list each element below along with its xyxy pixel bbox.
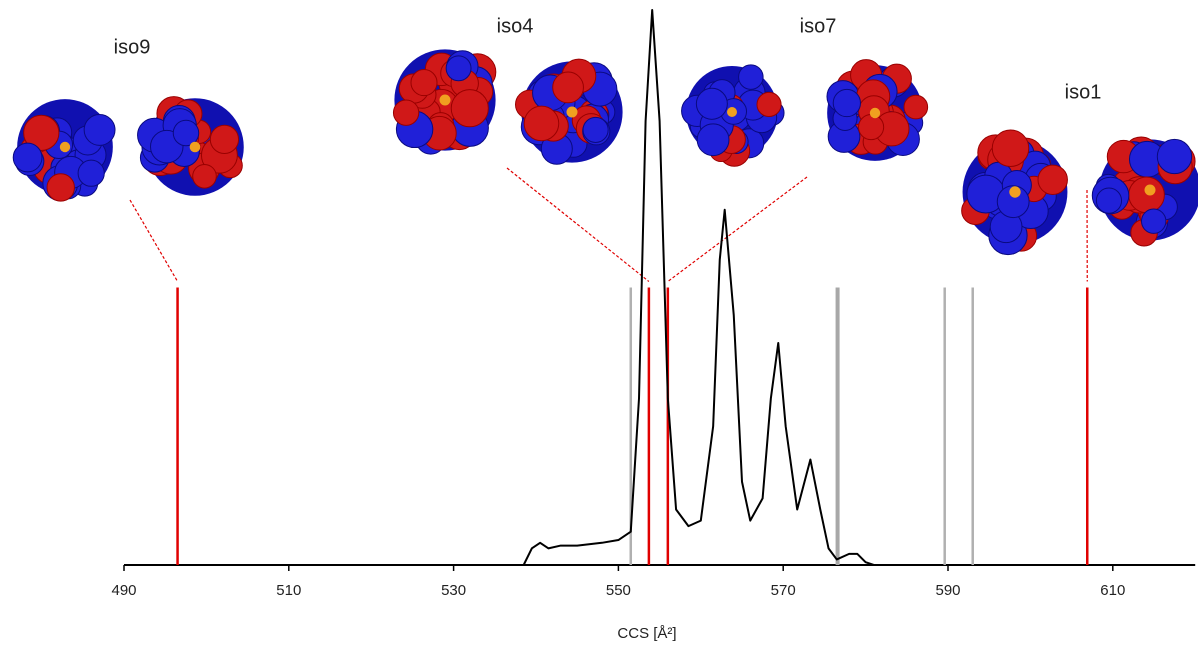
molecule-atom xyxy=(83,113,116,146)
molecule-atom xyxy=(903,94,929,120)
molecule-image xyxy=(826,59,929,161)
molecule-atom xyxy=(77,159,105,187)
x-tick-label: 510 xyxy=(276,582,301,599)
x-tick-label: 590 xyxy=(935,582,960,599)
molecule-core xyxy=(59,141,71,153)
annotation-label: iso4 xyxy=(497,15,534,37)
annotation-label: iso9 xyxy=(114,36,151,58)
connector xyxy=(667,176,808,282)
molecule-atom xyxy=(696,123,730,157)
connector xyxy=(506,167,650,282)
molecule-atom xyxy=(209,124,240,154)
x-axis-label: CCS [Å²] xyxy=(617,625,676,642)
molecule-image xyxy=(1091,136,1198,247)
molecule-core xyxy=(439,94,451,106)
annotation-label: iso1 xyxy=(1065,81,1102,103)
molecule-atom xyxy=(996,185,1030,219)
molecule-image xyxy=(961,129,1068,256)
molecule-core xyxy=(869,107,881,119)
molecule-atom xyxy=(1128,176,1165,214)
molecule-core xyxy=(1144,184,1156,196)
annotation-label: iso7 xyxy=(800,15,837,37)
molecule-atom xyxy=(392,99,420,126)
x-tick-label: 530 xyxy=(441,582,466,599)
molecule-atom xyxy=(23,114,60,151)
molecule-atom xyxy=(1095,187,1123,214)
molecule-atom xyxy=(991,129,1030,167)
molecule-atom xyxy=(410,69,438,97)
spectrum-line xyxy=(522,9,875,566)
molecule-atom xyxy=(12,142,43,173)
molecule-atom xyxy=(552,71,584,104)
x-tick-label: 570 xyxy=(771,582,796,599)
molecule-atom xyxy=(445,55,472,82)
molecule-atom xyxy=(756,91,782,118)
molecule-core xyxy=(189,141,201,153)
x-tick-label: 490 xyxy=(111,582,136,599)
molecule-atom xyxy=(172,119,200,147)
molecule-atom xyxy=(832,88,861,118)
molecule-image xyxy=(515,58,623,165)
molecule-atom xyxy=(1037,164,1068,196)
molecule-image xyxy=(137,96,244,196)
molecule-atom xyxy=(192,164,217,189)
molecule-core xyxy=(566,106,578,118)
molecule-core xyxy=(727,107,737,117)
connector xyxy=(129,199,179,282)
molecule-atom xyxy=(1156,138,1193,175)
molecule-image xyxy=(12,99,116,202)
molecule-atom xyxy=(523,105,560,142)
molecule-atom xyxy=(1140,208,1167,234)
x-tick-label: 550 xyxy=(606,582,631,599)
molecule-atom xyxy=(450,89,489,128)
molecule-atom xyxy=(582,116,609,143)
molecule-atom xyxy=(695,87,728,120)
molecule-atom xyxy=(858,114,885,141)
molecule-atom xyxy=(738,64,764,90)
x-tick-label: 610 xyxy=(1100,582,1125,599)
molecule-core xyxy=(1009,186,1021,198)
molecule-image xyxy=(392,49,497,155)
molecule-atom xyxy=(46,173,75,202)
molecule-image xyxy=(681,64,785,167)
